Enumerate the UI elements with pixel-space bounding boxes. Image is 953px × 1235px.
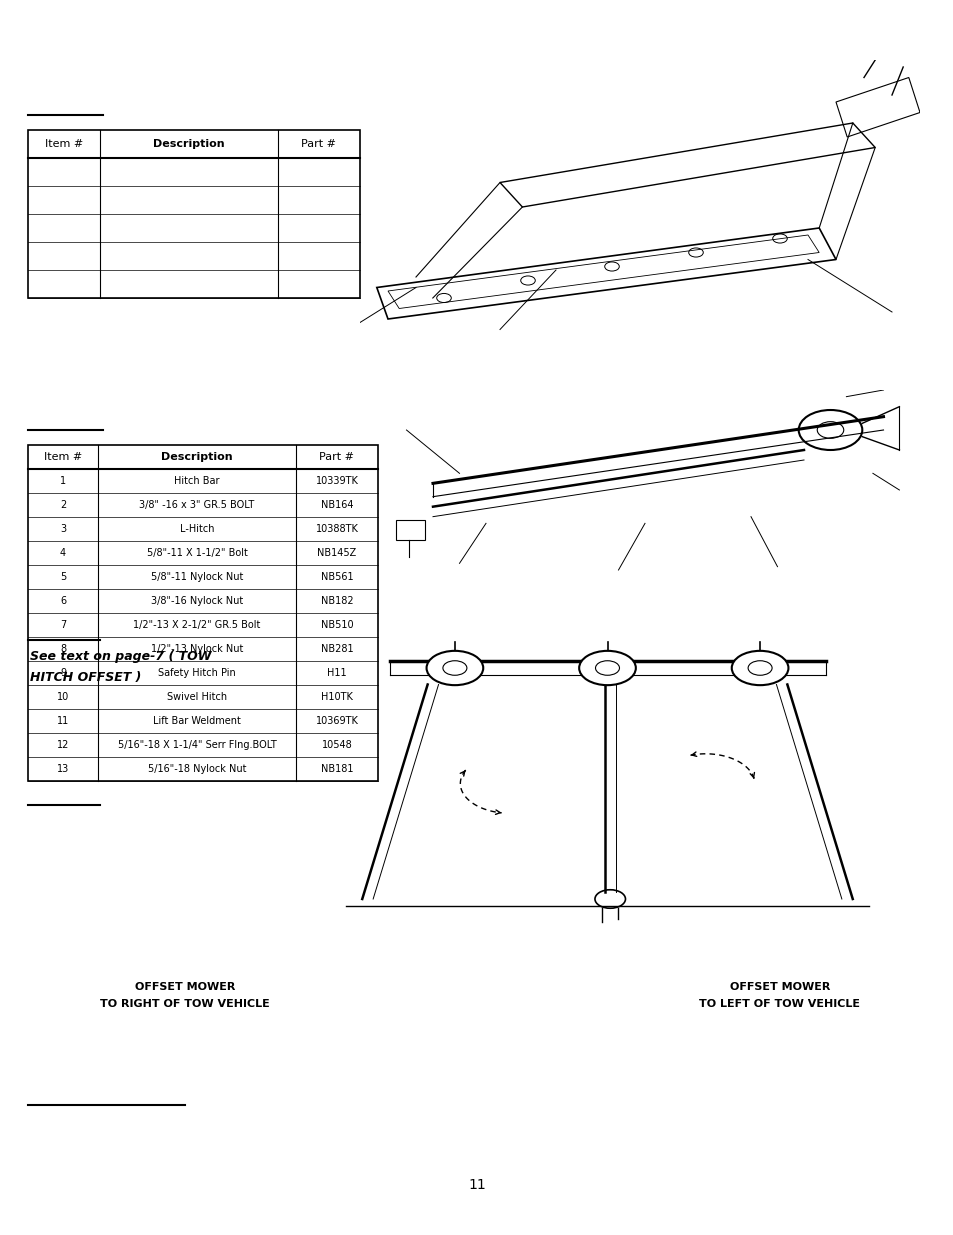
Text: 6: 6 [60,597,66,606]
Text: NB164: NB164 [320,500,353,510]
Text: Description: Description [153,140,225,149]
Text: Part #: Part # [301,140,336,149]
Text: Lift Bar Weldment: Lift Bar Weldment [152,716,241,726]
Bar [395,520,425,540]
Text: Swivel Hitch: Swivel Hitch [167,692,227,701]
Circle shape [578,651,635,685]
Text: 10339TK: 10339TK [315,475,358,487]
Text: 5/16"-18 Nylock Nut: 5/16"-18 Nylock Nut [148,764,246,774]
Circle shape [731,651,787,685]
Text: NB145Z: NB145Z [317,548,356,558]
Text: Part #: Part # [319,452,355,462]
Text: Description: Description [161,452,233,462]
Text: TO RIGHT OF TOW VEHICLE: TO RIGHT OF TOW VEHICLE [100,999,270,1009]
Text: TO LEFT OF TOW VEHICLE: TO LEFT OF TOW VEHICLE [699,999,860,1009]
Text: 12: 12 [57,740,70,750]
Text: Hitch Bar: Hitch Bar [174,475,219,487]
Text: 8: 8 [60,643,66,655]
Text: NB281: NB281 [320,643,353,655]
Text: 3/8"-16 Nylock Nut: 3/8"-16 Nylock Nut [151,597,243,606]
Text: 1/2"-13 Nylock Nut: 1/2"-13 Nylock Nut [151,643,243,655]
Text: 5/8"-11 X 1-1/2" Bolt: 5/8"-11 X 1-1/2" Bolt [147,548,247,558]
Text: 5/8"-11 Nylock Nut: 5/8"-11 Nylock Nut [151,572,243,582]
Text: 3: 3 [60,524,66,534]
Text: 13: 13 [57,764,69,774]
Text: H11: H11 [327,668,347,678]
Text: 9: 9 [60,668,66,678]
Text: 3/8" -16 x 3" GR.5 BOLT: 3/8" -16 x 3" GR.5 BOLT [139,500,254,510]
Text: OFFSET MOWER: OFFSET MOWER [729,982,829,992]
Text: 1: 1 [60,475,66,487]
Text: Item #: Item # [45,140,83,149]
Text: NB181: NB181 [320,764,353,774]
Text: 10548: 10548 [321,740,352,750]
Text: 11: 11 [57,716,69,726]
Text: Safety Hitch Pin: Safety Hitch Pin [158,668,235,678]
Text: 10: 10 [57,692,69,701]
Text: 4: 4 [60,548,66,558]
Bar [28,445,377,781]
Text: 7: 7 [60,620,66,630]
Text: Item #: Item # [44,452,82,462]
Text: H10TK: H10TK [321,692,353,701]
Text: 1/2"-13 X 2-1/2" GR.5 Bolt: 1/2"-13 X 2-1/2" GR.5 Bolt [133,620,260,630]
Bar [28,130,359,298]
Text: 10388TK: 10388TK [315,524,358,534]
Text: NB510: NB510 [320,620,353,630]
Text: 2: 2 [60,500,66,510]
Text: 5/16"-18 X 1-1/4" Serr Flng.BOLT: 5/16"-18 X 1-1/4" Serr Flng.BOLT [117,740,276,750]
Text: 5: 5 [60,572,66,582]
Text: L-Hitch: L-Hitch [179,524,214,534]
Circle shape [426,651,483,685]
Text: 11: 11 [468,1178,485,1192]
Text: NB561: NB561 [320,572,353,582]
Text: 10369TK: 10369TK [315,716,358,726]
Text: HITCH OFFSET ): HITCH OFFSET ) [30,671,141,684]
Text: NB182: NB182 [320,597,353,606]
Text: See text on page-7 ( TOW: See text on page-7 ( TOW [30,650,212,663]
Text: OFFSET MOWER: OFFSET MOWER [134,982,235,992]
